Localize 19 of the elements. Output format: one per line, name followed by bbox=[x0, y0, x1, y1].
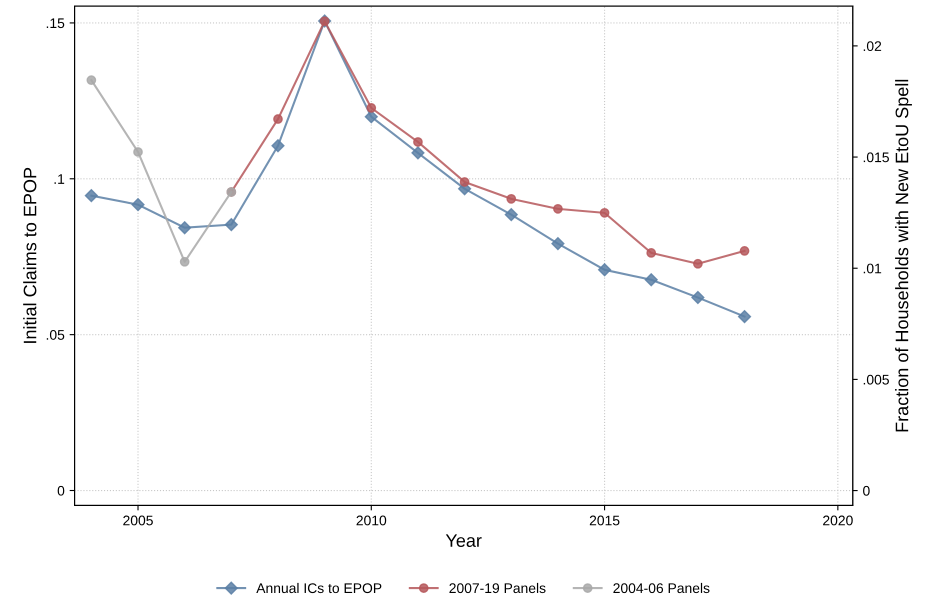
y-axis-title: Initial Claims to EPOP bbox=[23, 168, 36, 343]
x-tick-label: 2005 bbox=[123, 516, 153, 526]
legend-label: Annual ICs to EPOP bbox=[256, 582, 382, 594]
x-tick-label: 2015 bbox=[590, 516, 620, 526]
y2-tick-label: .015 bbox=[864, 152, 889, 162]
y2-tick-label: .01 bbox=[864, 264, 882, 274]
x-tick-label: 2010 bbox=[356, 516, 386, 526]
y-tick-label: .15 bbox=[46, 18, 64, 28]
y2-tick-label: 0 bbox=[863, 486, 870, 496]
y2-tick-label: .005 bbox=[864, 374, 889, 385]
x-tick-label: 2020 bbox=[823, 516, 853, 526]
x-axis-title: Year bbox=[446, 534, 482, 547]
y-tick-label: .1 bbox=[54, 174, 64, 184]
y2-tick-label: .02 bbox=[864, 41, 882, 52]
legend-label: 2007-19 Panels bbox=[449, 582, 546, 594]
y2-axis-title: Fraction of Households with New EtoU Spell bbox=[895, 80, 912, 432]
y-tick-label: .05 bbox=[46, 330, 64, 340]
y-tick-label: 0 bbox=[58, 486, 64, 496]
legend-label: 2004-06 Panels bbox=[613, 582, 710, 594]
